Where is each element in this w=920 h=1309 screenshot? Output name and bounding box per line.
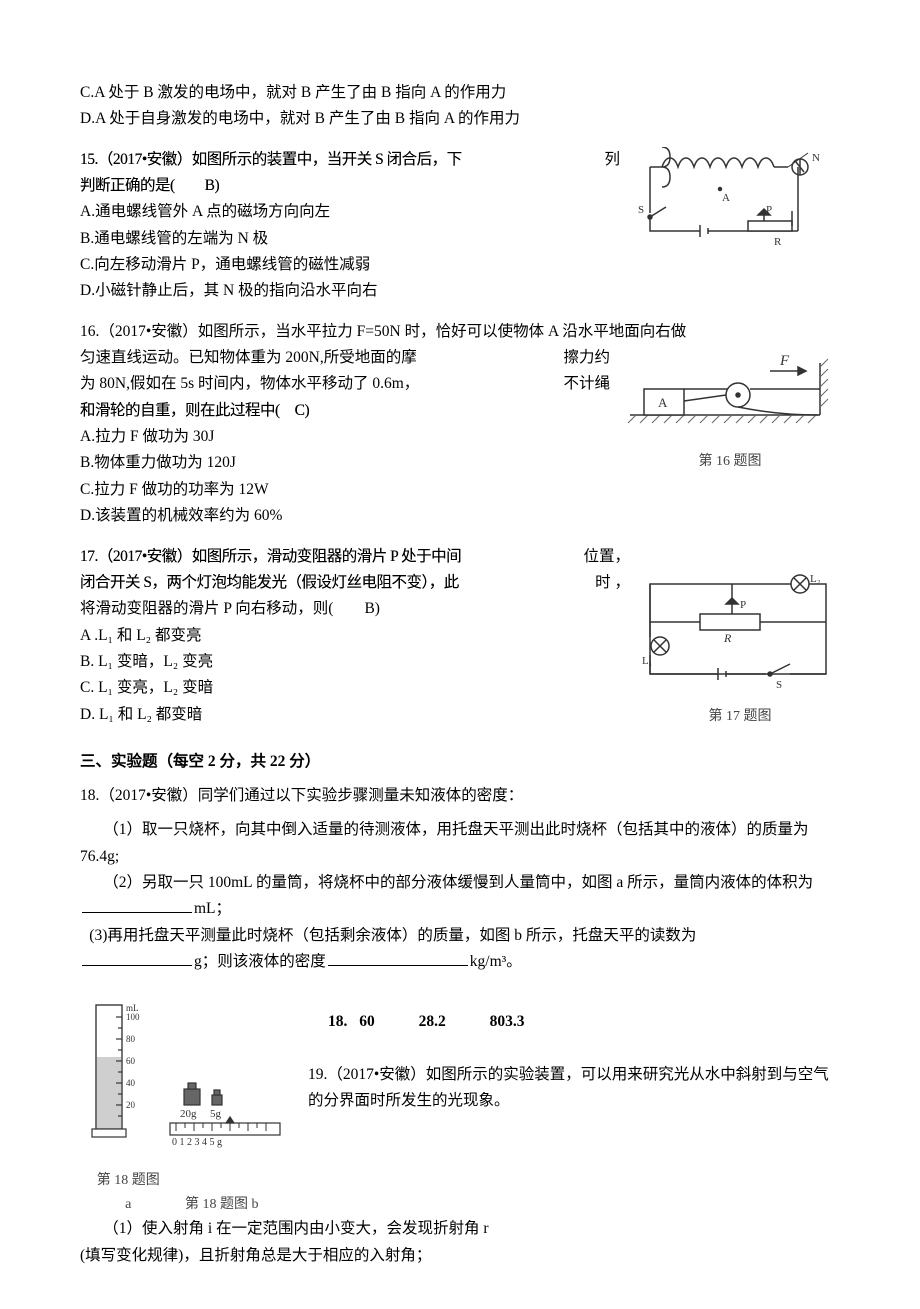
force-label: F xyxy=(779,353,790,369)
resistor-r-label: R xyxy=(774,236,782,247)
lamp-l2-label: L₂ xyxy=(810,574,821,585)
q17-stem1a-end: 位置， xyxy=(583,544,630,570)
q18-blank2[interactable] xyxy=(82,950,192,967)
q17-stem1a: 17.（2017•安徽）如图所示，滑动变阻器的滑片 P 处于中间 xyxy=(80,544,461,570)
q16-stem2a: 匀速直线运动。已知物体重为 200N,所受地面的摩 xyxy=(80,349,417,366)
tick-80: 80 xyxy=(126,1034,136,1044)
q15-stem-b: 判断正确的是( B) xyxy=(80,173,219,199)
q18-ans1: 60 xyxy=(359,1009,375,1035)
q16-stem2a-end: 擦力约 xyxy=(563,345,610,371)
ruler-scale: 0 1 2 3 4 5 g xyxy=(172,1137,222,1148)
weight-5g: 5g xyxy=(210,1108,222,1120)
q16-stem1: 16.（2017•安徽）如图所示，当水平拉力 F=50N 时，恰好可以使物体 A… xyxy=(80,319,840,345)
lamp-l1-label: L₁ xyxy=(642,655,653,667)
q16-fig-caption: 第 16 题图 xyxy=(620,450,840,474)
cylinder-balance-icon: mL 100 80 60 40 20 20g 5g xyxy=(80,999,290,1159)
q18-p3c: kg/m³。 xyxy=(470,953,522,970)
weight-20g: 20g xyxy=(180,1108,197,1120)
q19-stem: 19.（2017•安徽）如图所示的实验装置，可以用来研究光从水中斜射到与空气的分… xyxy=(308,1062,840,1115)
q18-p1: （1）取一只烧杯，向其中倒入适量的待测液体，用托盘天平测出此时烧杯（包括其中的液… xyxy=(80,817,840,870)
q16-stem2c: 和滑轮的自重，则在此过程中( C) xyxy=(80,398,309,424)
q18-ans3: 803.3 xyxy=(490,1009,525,1035)
q18-ans2: 28.2 xyxy=(419,1009,446,1035)
q18-fig-and-next: mL 100 80 60 40 20 20g 5g xyxy=(80,999,840,1216)
q16-figure: A F 第 16 题图 xyxy=(620,349,840,474)
q18-fig-captions: 第 18 题图 a 第 18 题图 b xyxy=(80,1169,290,1217)
q18-blank1[interactable] xyxy=(82,897,192,914)
q16-optD: D.该装置的机械效率约为 60% xyxy=(80,503,840,529)
q18-p3a: (3)再用托盘天平测量此时烧杯（包括剩余液体）的质量，如图 b 所示，托盘天平的… xyxy=(89,927,696,944)
two-lamp-circuit-icon: L₂ L₁ P R S xyxy=(640,574,840,694)
q18-p3: (3)再用托盘天平测量此时烧杯（包括剩余液体）的质量，如图 b 所示，托盘天平的… xyxy=(80,923,840,976)
q18-cap-a: 第 18 题图 a xyxy=(93,1169,163,1217)
tick-20: 20 xyxy=(126,1100,136,1110)
q17: L₂ L₁ P R S 第 17 题图 17.（ xyxy=(80,544,840,735)
q18-cap-b: 第 18 题图 b xyxy=(167,1193,277,1217)
block-label: A xyxy=(658,395,668,410)
switch-s-label: S xyxy=(776,679,782,691)
q18-ans-label: 18. xyxy=(328,1013,347,1030)
q15-stem-a: 15.（2017•安徽）如图所示的装置中，当开关 S 闭合后，下 xyxy=(80,147,462,173)
q15: N S P R A 15.（2017•安 xyxy=(80,147,840,305)
q19-p1: （1）使入射角 i 在一定范围内由小变大，会发现折射角 r (填写变化规律)，且… xyxy=(80,1216,840,1269)
tick-60: 60 xyxy=(126,1056,136,1066)
tick-40: 40 xyxy=(126,1078,136,1088)
q16-stem2b-end: 不计绳 xyxy=(563,371,610,397)
q15-stem-a-end: 列 xyxy=(604,147,620,173)
q18-p2: （2）另取一只 100mL 的量筒，将烧杯中的部分液体缓慢到人量筒中，如图 a … xyxy=(80,870,840,923)
q18-blank3[interactable] xyxy=(328,950,468,967)
pulley-block-icon: A F xyxy=(620,349,840,439)
resistor-r-label: R xyxy=(723,631,732,645)
slider-p-label: P xyxy=(766,204,772,216)
q18-p3b: g；则该液体的密度 xyxy=(194,953,326,970)
q18-stem: 18.（2017•安徽）同学们通过以下实验步骤测量未知液体的密度： xyxy=(80,783,840,809)
q14-options: C.A 处于 B 激发的电场中，就对 B 产生了由 B 指向 A 的作用力 D.… xyxy=(80,80,840,133)
tick-100: 100 xyxy=(126,1012,140,1022)
q14-optD: D.A 处于自身激发的电场中，就对 B 产生了由 B 指向 A 的作用力 xyxy=(80,106,840,132)
q16: 16.（2017•安徽）如图所示，当水平拉力 F=50N 时，恰好可以使物体 A… xyxy=(80,319,840,530)
q18-answers: 18. 60 28.2 803.3 xyxy=(328,1009,840,1035)
solenoid-circuit-icon: N S P R A xyxy=(630,147,840,247)
q14-optC: C.A 处于 B 激发的电场中，就对 B 产生了由 B 指向 A 的作用力 xyxy=(80,80,840,106)
q17-stem1b: 闭合开关 S，两个灯泡均能发光（假设灯丝电阻不变），此 xyxy=(80,570,459,596)
q19-p1b: (填写变化规律)，且折射角总是大于相应的入射角； xyxy=(80,1247,431,1264)
q15-figure: N S P R A xyxy=(630,147,840,256)
q17-fig-caption: 第 17 题图 xyxy=(640,705,840,729)
q17-stem1b-end: 时 ， xyxy=(595,570,630,596)
compass-n-label: N xyxy=(812,152,820,164)
q19-p1a: （1）使入射角 i 在一定范围内由小变大，会发现折射角 r xyxy=(103,1220,488,1237)
q18: 18.（2017•安徽）同学们通过以下实验步骤测量未知液体的密度： （1）取一只… xyxy=(80,783,840,975)
q16-stem2b: 为 80N,假如在 5s 时间内，物体水平移动了 0.6m， xyxy=(80,375,419,392)
q18-figure: mL 100 80 60 40 20 20g 5g xyxy=(80,999,290,1216)
switch-label: S xyxy=(638,204,644,216)
q18-p2a: （2）另取一只 100mL 的量筒，将烧杯中的部分液体缓慢到人量筒中，如图 a … xyxy=(103,874,813,891)
q17-figure: L₂ L₁ P R S 第 17 题图 xyxy=(640,574,840,729)
q17-stem1a-row: 17.（2017•安徽）如图所示，滑动变阻器的滑片 P 处于中间 位置， xyxy=(80,544,840,570)
q15-optD: D.小磁针静止后，其 N 极的指向沿水平向右 xyxy=(80,278,840,304)
section3-title: 三、实验题（每空 2 分，共 22 分） xyxy=(80,749,840,775)
pointA-label: A xyxy=(722,192,730,204)
q16-optC: C.拉力 F 做功的功率为 12W xyxy=(80,477,840,503)
slider-p-label: P xyxy=(740,599,746,611)
q18-p2b: mL； xyxy=(194,900,231,917)
